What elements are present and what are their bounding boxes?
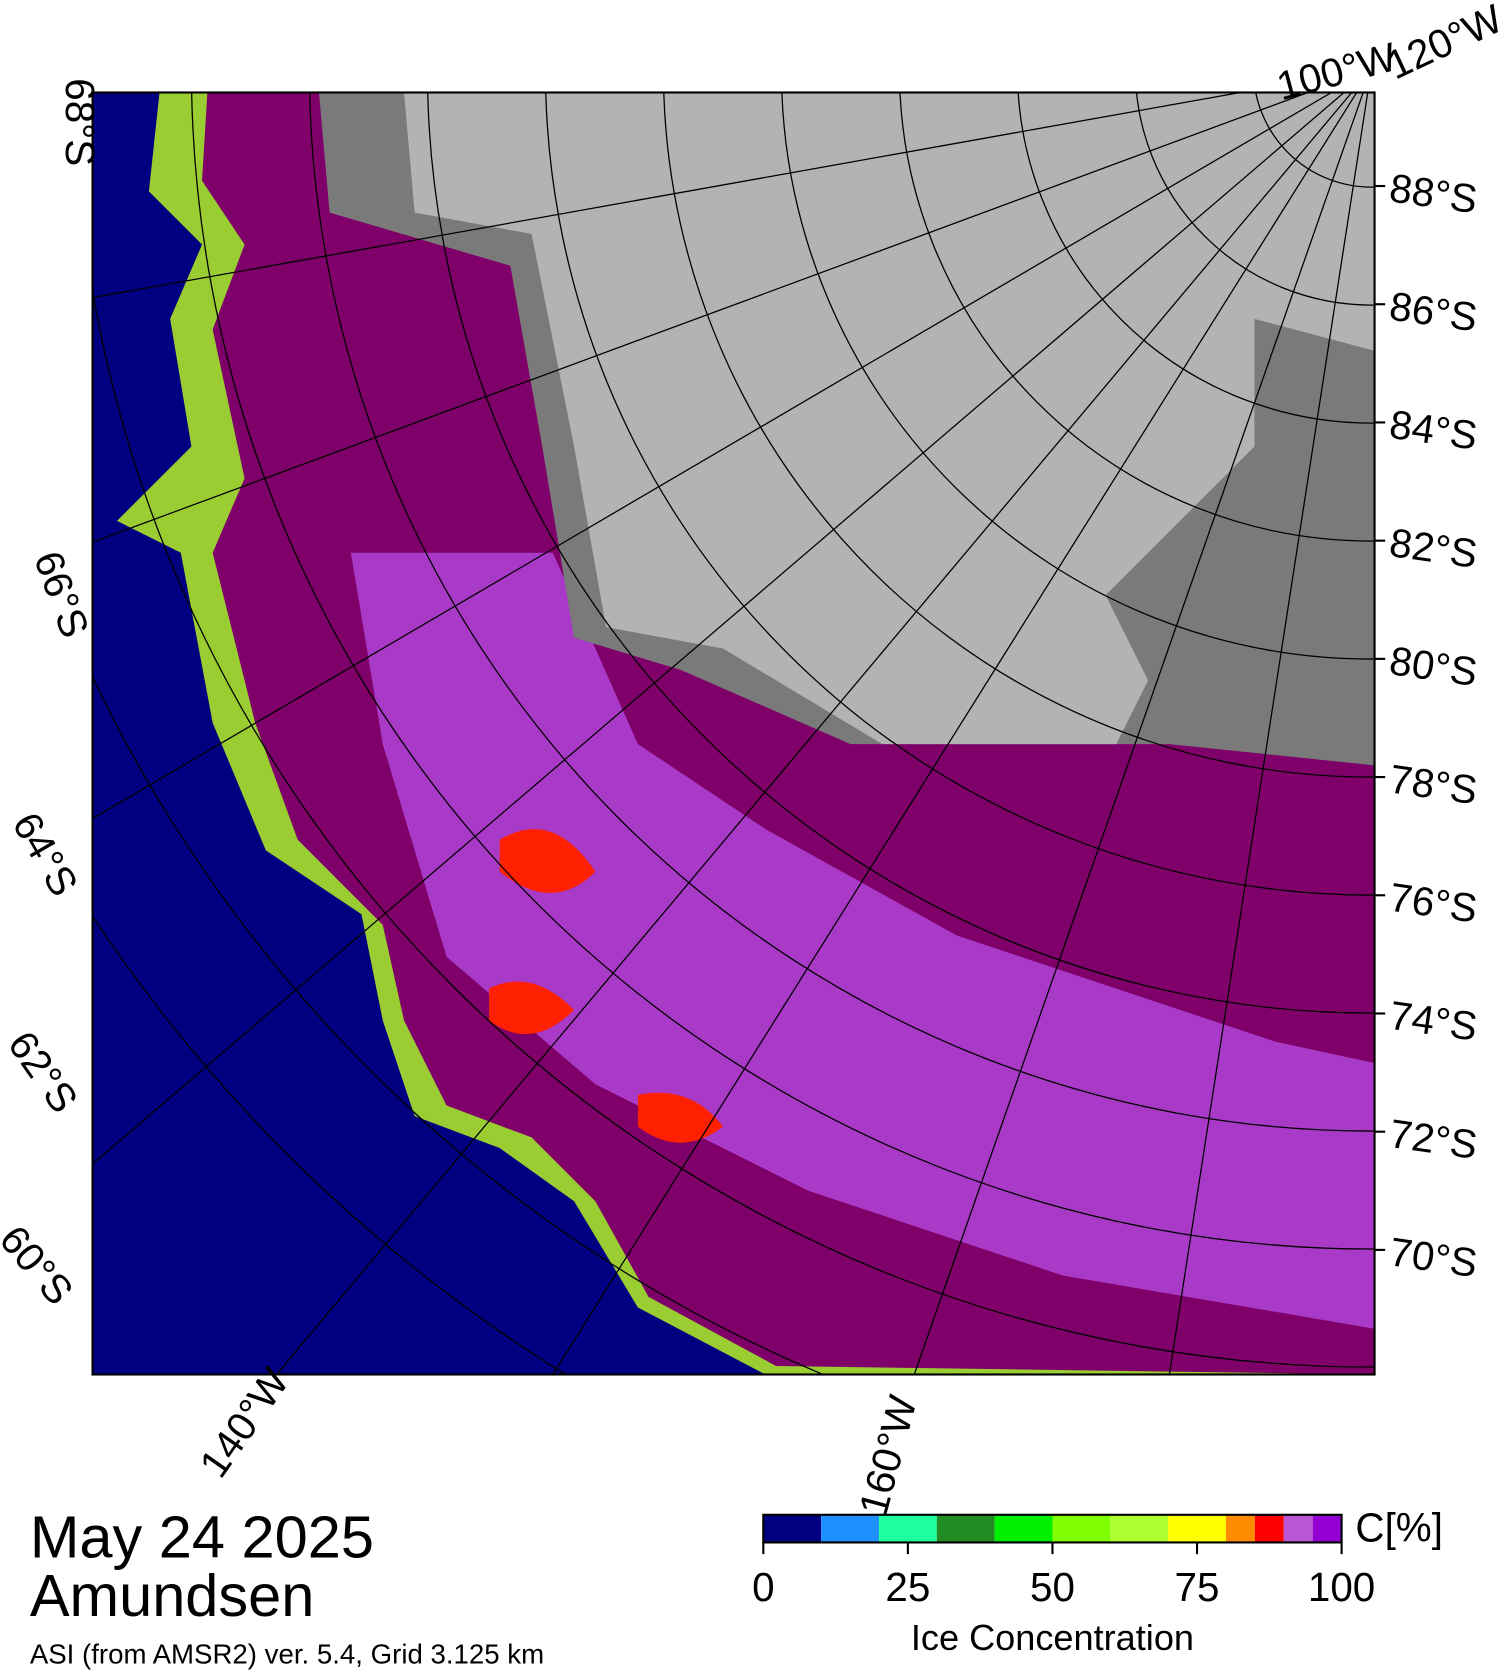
lon-label: 140°W (190, 1360, 297, 1486)
colorbar: 0 25 50 75 100 (752, 1513, 1375, 1610)
low-ice-patch (489, 829, 723, 1143)
graticule (92, 92, 1375, 1375)
colorbar-bin (1052, 1514, 1111, 1543)
lat-label: 66°S (25, 545, 98, 643)
latitude-labels: 88°S 86°S 84°S 82°S 80°S 78°S 76°S 74°S 72°S 70°S (1374, 164, 1481, 1286)
colorbar-bin (936, 1514, 995, 1543)
map-image (92, 92, 1375, 1375)
colorbar-tick-label: 25 (885, 1564, 930, 1610)
ice-patch (350, 552, 1375, 1329)
lat-label: 80°S (1387, 637, 1481, 695)
colorbar-tick-label: 75 (1175, 1564, 1220, 1610)
lat-label: 72°S (1387, 1110, 1481, 1168)
lon-label: 120°W (1380, 0, 1499, 88)
lat-label: 86°S (1387, 283, 1481, 341)
colorbar-tick-label: 50 (1030, 1564, 1075, 1610)
colorbar-bin (763, 1514, 822, 1543)
lat-label: 76°S (1387, 874, 1481, 932)
colorbar-title: Ice Concentration (911, 1617, 1194, 1658)
lat-label: 64°S (4, 804, 88, 903)
source: ASI (from AMSR2) ver. 5.4, Grid 3.125 km (30, 1639, 544, 1670)
lat-label: 84°S (1387, 401, 1481, 459)
lat-label: 68°S (57, 78, 103, 166)
colorbar-bin (1283, 1514, 1313, 1543)
lat-label: 82°S (1387, 519, 1481, 577)
colorbar-tick-label: 0 (752, 1564, 774, 1610)
colorbar-bin (994, 1514, 1053, 1543)
lon-label: 160°W (850, 1391, 926, 1520)
colorbar-bin (1254, 1514, 1284, 1543)
region: Amundsen (30, 1562, 315, 1629)
lat-label: 60°S (0, 1216, 83, 1313)
colorbar-bin (1312, 1514, 1342, 1543)
colorbar-bin (1168, 1514, 1226, 1543)
colorbar-bin (1110, 1514, 1169, 1543)
colorbar-bin (878, 1514, 937, 1543)
lat-label: 62°S (0, 1023, 87, 1121)
lat-label: 70°S (1387, 1228, 1481, 1286)
lat-label: 78°S (1387, 756, 1481, 814)
colorbar-bin (821, 1514, 879, 1543)
lat-label: 88°S (1387, 164, 1481, 222)
map-frame (91, 91, 1376, 1376)
lat-label: 74°S (1387, 992, 1481, 1050)
date: May 24 2025 (30, 1503, 374, 1570)
colorbar-unit: C[%] (1355, 1504, 1443, 1550)
colorbar-bin (1225, 1514, 1255, 1543)
land (404, 92, 1375, 745)
colorbar-tick-label: 100 (1308, 1564, 1375, 1610)
